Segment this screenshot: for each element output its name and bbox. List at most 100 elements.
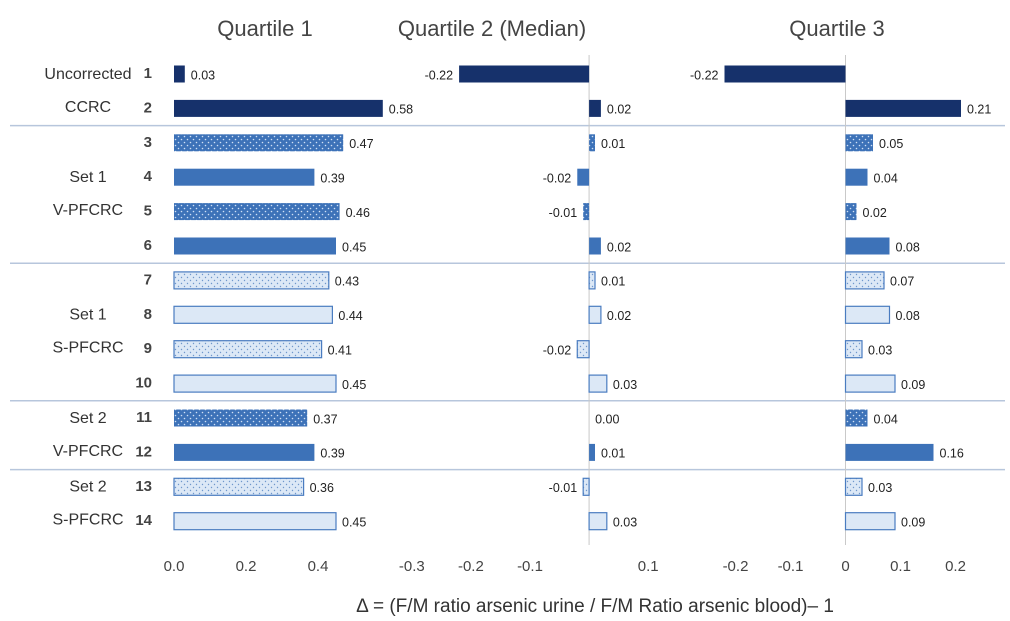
value-label: 0.46: [346, 206, 370, 220]
panel-title: Quartile 2 (Median): [398, 16, 586, 41]
x-axis-title: Δ = (F/M ratio arsenic urine / F/M Ratio…: [356, 596, 834, 617]
x-tick-label: 0.1: [638, 558, 659, 575]
bar: [845, 99, 961, 117]
value-label: 0.45: [342, 240, 366, 254]
row-label: 2: [144, 99, 152, 116]
bar: [844, 340, 863, 359]
value-label: -0.22: [425, 68, 454, 82]
value-label: 0.43: [335, 275, 359, 289]
bar: [174, 134, 344, 152]
value-label: 0.47: [349, 137, 373, 151]
group-label: Set 1: [69, 169, 106, 186]
x-tick-label: 0.1: [890, 558, 911, 575]
value-label: 0.36: [310, 481, 334, 495]
bar: [844, 512, 896, 531]
value-label: 0.44: [338, 309, 362, 323]
value-label: 0.58: [389, 103, 413, 117]
bar: [724, 65, 846, 83]
group-label: V-PFCRC: [53, 443, 123, 460]
value-label: 0.41: [328, 343, 352, 357]
value-label: 0.02: [607, 240, 631, 254]
value-label: -0.01: [549, 481, 578, 495]
value-label: 0.03: [191, 68, 215, 82]
value-label: 0.04: [874, 171, 898, 185]
bar: [174, 65, 185, 83]
bar: [173, 340, 323, 359]
bar: [589, 99, 601, 117]
value-label: 0.03: [613, 378, 637, 392]
value-label: 0.01: [601, 137, 625, 151]
value-label: 0.39: [320, 171, 344, 185]
row-label: 5: [144, 203, 152, 220]
group-label: Set 2: [69, 410, 106, 427]
x-tick-label: 0.2: [945, 558, 966, 575]
value-label: -0.02: [543, 343, 572, 357]
x-tick-label: 0.4: [308, 558, 329, 575]
value-label: 0.01: [601, 447, 625, 461]
value-label: 0.21: [967, 103, 991, 117]
bar: [589, 237, 601, 255]
bar: [173, 305, 333, 324]
row-label: 11: [136, 409, 152, 426]
x-tick-label: -0.1: [517, 558, 543, 575]
x-tick-label: -0.2: [458, 558, 484, 575]
value-label: 0.39: [320, 447, 344, 461]
row-label: 1: [144, 65, 152, 82]
value-label: 0.02: [607, 309, 631, 323]
bar: [845, 203, 857, 221]
value-label: 0.01: [601, 275, 625, 289]
bar: [845, 409, 868, 427]
value-label: -0.22: [690, 68, 719, 82]
bar: [173, 374, 337, 393]
value-label: 0.16: [940, 447, 964, 461]
x-tick-label: 0.2: [236, 558, 257, 575]
bar: [577, 168, 590, 186]
bar: [844, 305, 891, 324]
value-label: -0.01: [549, 206, 578, 220]
bar: [588, 305, 602, 324]
x-tick-label: -0.1: [778, 558, 804, 575]
bar: [845, 134, 873, 152]
bar: [174, 237, 336, 255]
bar: [845, 168, 868, 186]
bar: [589, 443, 595, 461]
bar: [588, 512, 608, 531]
x-tick-label: -0.2: [723, 558, 749, 575]
panel-title: Quartile 1: [217, 16, 312, 41]
bar: [583, 203, 590, 221]
group-label: Set 2: [69, 479, 106, 496]
bar: [582, 477, 590, 496]
bar: [174, 409, 308, 427]
value-label: 0.08: [896, 240, 920, 254]
bar: [173, 271, 330, 290]
value-label: -0.02: [543, 171, 572, 185]
row-label: 7: [144, 271, 152, 288]
row-label: 8: [144, 306, 152, 323]
bar: [173, 477, 305, 496]
bar: [844, 374, 896, 393]
bar: [589, 134, 595, 152]
bar: [576, 340, 590, 359]
group-label: S-PFCRC: [52, 340, 123, 357]
value-label: 0.04: [874, 412, 898, 426]
x-tick-label: 0: [841, 558, 849, 575]
row-label: 9: [144, 340, 152, 357]
group-label: Set 1: [69, 307, 106, 324]
row-label: 4: [144, 168, 153, 185]
bar: [173, 512, 337, 531]
value-label: 0.00: [595, 412, 619, 426]
value-label: 0.03: [868, 481, 892, 495]
value-label: 0.03: [613, 515, 637, 529]
value-label: 0.09: [901, 378, 925, 392]
row-label: 6: [144, 237, 152, 254]
bar: [174, 99, 383, 117]
bar: [845, 443, 934, 461]
row-label: 3: [144, 134, 152, 151]
value-label: 0.07: [890, 275, 914, 289]
value-label: 0.09: [901, 515, 925, 529]
value-label: 0.08: [896, 309, 920, 323]
bar: [174, 203, 340, 221]
bar: [174, 443, 315, 461]
value-label: 0.45: [342, 378, 366, 392]
